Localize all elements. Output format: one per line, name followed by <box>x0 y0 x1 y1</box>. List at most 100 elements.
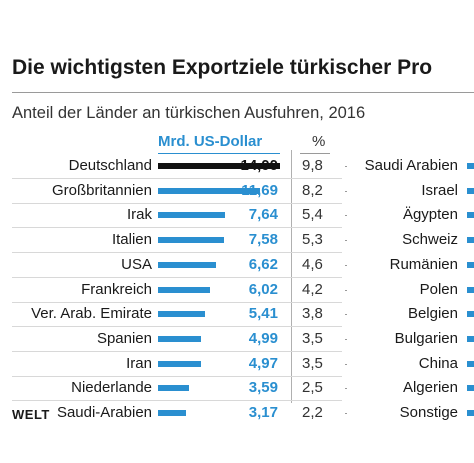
right-value-bar <box>467 311 474 318</box>
chart-row: Ver. Arab. Emirate 5,41 3,8 Belgien <box>0 303 474 325</box>
value-label: 4,97 <box>248 354 278 372</box>
value-label: 7,58 <box>248 231 278 249</box>
value-label: 14,00 <box>240 157 278 174</box>
row-divider <box>12 227 342 229</box>
value-bar <box>158 261 216 268</box>
country-label: Deutschland <box>68 157 152 174</box>
share-header-underline <box>300 153 330 154</box>
right-value-bar <box>467 286 474 293</box>
value-bar <box>158 360 202 367</box>
row-divider <box>12 375 342 377</box>
share-label: 3,5 <box>302 354 323 372</box>
chart-row: Niederlande 3,59 2,5 Algerien <box>0 377 474 399</box>
right-country-label: Israel <box>421 181 458 199</box>
chart-row: Frankreich 6,02 4,2 Polen <box>0 279 474 301</box>
value-label: 3,59 <box>248 379 278 397</box>
right-column-tick <box>345 338 347 340</box>
right-value-bar <box>467 187 474 194</box>
share-label: 3,5 <box>302 329 323 347</box>
right-column-tick <box>345 289 347 291</box>
right-country-label: Belgien <box>407 305 458 323</box>
chart-subtitle: Anteil der Länder an türkischen Ausfuhre… <box>12 104 366 122</box>
value-bar <box>158 410 186 416</box>
title-divider <box>12 92 474 93</box>
country-label: Großbritannien <box>51 181 152 199</box>
right-country-label: Sonstige <box>399 404 458 421</box>
country-label: Italien <box>111 231 152 249</box>
share-label: 8,2 <box>302 181 323 199</box>
right-value-bar <box>467 410 474 416</box>
share-label: 2,5 <box>302 379 323 397</box>
value-column-header: Mrd. US-Dollar <box>158 133 263 150</box>
country-label: Saudi-Arabien <box>56 404 152 421</box>
share-label: 5,3 <box>302 231 323 249</box>
chart-row: Italien 7,58 5,3 Schweiz <box>0 229 474 251</box>
right-column-tick <box>345 215 347 217</box>
share-column-header: % <box>312 133 326 150</box>
row-divider <box>12 400 342 402</box>
chart-row: Irak 7,64 5,4 Ägypten <box>0 204 474 226</box>
country-label: Irak <box>126 206 152 224</box>
right-column-tick <box>345 388 347 390</box>
country-label: Iran <box>126 354 152 372</box>
right-column-tick <box>345 363 347 365</box>
right-column-tick <box>345 314 347 316</box>
row-divider <box>12 326 342 328</box>
right-country-label: Algerien <box>402 379 458 397</box>
country-label: Frankreich <box>81 280 152 298</box>
value-label: 6,62 <box>248 255 278 273</box>
row-divider <box>12 252 342 254</box>
column-separator <box>291 150 292 403</box>
value-bar <box>158 237 225 244</box>
row-divider <box>12 202 342 204</box>
row-divider <box>12 178 342 179</box>
right-column-tick <box>345 190 347 192</box>
right-country-label: China <box>418 354 458 372</box>
value-bar <box>158 335 202 342</box>
chart-title: Die wichtigsten Exportziele türkischer P… <box>12 56 433 79</box>
country-label: Spanien <box>96 329 152 347</box>
row-divider <box>12 350 342 352</box>
right-value-bar <box>467 261 474 268</box>
right-country-label: Rumänien <box>389 255 458 273</box>
share-label: 4,6 <box>302 255 323 273</box>
country-label: Ver. Arab. Emirate <box>31 305 152 323</box>
chart-row: Iran 4,97 3,5 China <box>0 353 474 375</box>
value-bar <box>158 212 225 219</box>
value-header-underline <box>158 153 280 154</box>
right-value-bar <box>467 163 474 169</box>
right-value-bar <box>467 335 474 342</box>
country-label: Niederlande <box>71 379 152 397</box>
country-label: USA <box>121 255 152 273</box>
value-bar <box>158 311 206 318</box>
value-bar <box>158 385 190 392</box>
share-label: 4,2 <box>302 280 323 298</box>
share-label: 5,4 <box>302 206 323 224</box>
right-value-bar <box>467 385 474 392</box>
chart-row: Großbritannien 11,69 8,2 Israel <box>0 180 474 202</box>
right-column-tick <box>345 166 347 167</box>
brand-logo: WELT <box>12 407 50 422</box>
right-country-label: Saudi Arabien <box>364 157 458 174</box>
right-column-tick <box>345 264 347 266</box>
value-label: 5,41 <box>248 305 278 323</box>
value-label: 7,64 <box>248 206 278 224</box>
right-value-bar <box>467 237 474 244</box>
share-label: 2,2 <box>302 404 323 421</box>
value-bar <box>158 286 211 293</box>
chart-row: Saudi-Arabien 3,17 2,2 Sonstige <box>0 402 474 424</box>
value-label: 6,02 <box>248 280 278 298</box>
row-divider <box>12 301 342 303</box>
value-label: 11,69 <box>241 181 278 199</box>
value-label: 3,17 <box>248 404 278 421</box>
right-column-tick <box>345 413 347 414</box>
right-country-label: Ägypten <box>402 206 458 224</box>
chart-row: Spanien 4,99 3,5 Bulgarien <box>0 328 474 350</box>
right-column-tick <box>345 240 347 242</box>
row-divider <box>12 276 342 278</box>
chart-row: USA 6,62 4,6 Rumänien <box>0 254 474 276</box>
share-label: 3,8 <box>302 305 323 323</box>
right-value-bar <box>467 360 474 367</box>
right-country-label: Schweiz <box>402 231 458 249</box>
value-label: 4,99 <box>248 329 278 347</box>
